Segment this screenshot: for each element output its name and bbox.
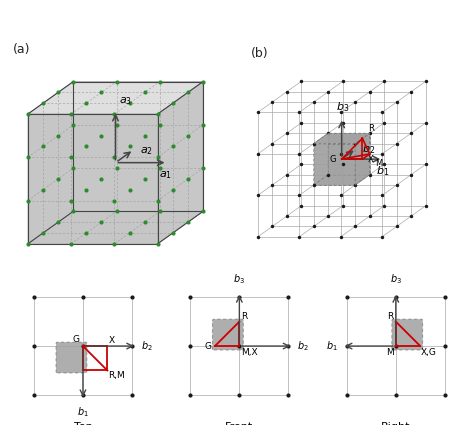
- FancyBboxPatch shape: [392, 319, 423, 350]
- Text: Front: Front: [225, 422, 254, 425]
- Text: $a_2$: $a_2$: [140, 145, 153, 157]
- Text: M: M: [375, 159, 383, 168]
- Text: Right: Right: [381, 422, 410, 425]
- Text: $a_3$: $a_3$: [118, 95, 132, 107]
- Text: R: R: [241, 312, 247, 320]
- Text: G: G: [73, 334, 80, 343]
- Text: $b_1$: $b_1$: [77, 406, 89, 419]
- FancyBboxPatch shape: [56, 342, 87, 373]
- Polygon shape: [355, 133, 370, 185]
- FancyBboxPatch shape: [212, 319, 243, 350]
- Polygon shape: [314, 144, 355, 185]
- Polygon shape: [314, 133, 370, 144]
- Text: $b_2$: $b_2$: [297, 339, 309, 353]
- Text: R: R: [388, 312, 394, 320]
- Text: G: G: [204, 342, 211, 351]
- Text: $a_1$: $a_1$: [159, 169, 173, 181]
- Polygon shape: [328, 133, 370, 175]
- Polygon shape: [28, 82, 73, 244]
- Text: X,G: X,G: [421, 348, 437, 357]
- Polygon shape: [73, 82, 203, 211]
- Text: $b_3$: $b_3$: [233, 272, 246, 286]
- Text: M,X: M,X: [241, 348, 258, 357]
- Text: $b_3$: $b_3$: [337, 100, 350, 113]
- Text: $b_2$: $b_2$: [141, 339, 152, 353]
- Text: R: R: [368, 124, 374, 133]
- Polygon shape: [314, 175, 370, 185]
- Text: Top: Top: [73, 422, 92, 425]
- Text: X: X: [368, 155, 374, 164]
- Text: M: M: [386, 348, 394, 357]
- Polygon shape: [314, 133, 328, 185]
- Text: (a): (a): [12, 43, 30, 56]
- Text: (b): (b): [251, 47, 268, 60]
- Text: $b_1$: $b_1$: [326, 339, 338, 353]
- Text: R,M: R,M: [109, 371, 125, 380]
- Polygon shape: [28, 82, 203, 114]
- Text: G: G: [329, 155, 336, 164]
- Polygon shape: [28, 114, 158, 244]
- Text: X: X: [109, 336, 115, 345]
- Polygon shape: [28, 211, 203, 244]
- Text: $b_1$: $b_1$: [376, 164, 390, 178]
- Polygon shape: [158, 82, 203, 244]
- Text: $b_3$: $b_3$: [390, 272, 402, 286]
- Text: $b_2$: $b_2$: [362, 142, 375, 156]
